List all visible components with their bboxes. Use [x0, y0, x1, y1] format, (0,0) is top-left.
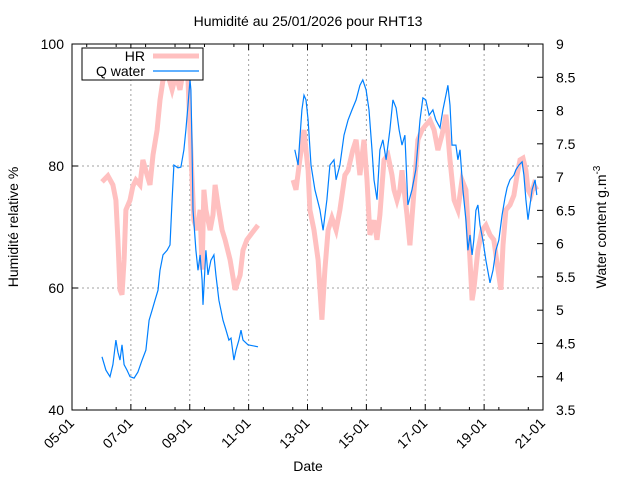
y-tick-label: 40 — [48, 402, 64, 418]
x-tick-label: 07-01 — [99, 415, 136, 452]
y2-axis-label-text: Water content g.m — [593, 175, 609, 289]
x-axis-label: Date — [293, 458, 323, 474]
legend-label-qwater: Q water — [96, 63, 145, 79]
y2-tick-label: 8 — [556, 103, 564, 119]
y2-tick-label: 6.5 — [556, 202, 576, 218]
y2-tick-label: 3.5 — [556, 402, 576, 418]
y2-axis-label-sup: -3 — [592, 165, 603, 174]
x-tick-label: 21-01 — [511, 415, 548, 452]
series-line-hr — [100, 59, 260, 296]
y-tick-label: 60 — [48, 280, 64, 296]
y2-axis-label: Water content g.m-3 — [592, 165, 609, 288]
y2-tick-label: 9 — [556, 36, 564, 52]
x-tick-label: 13-01 — [276, 415, 313, 452]
y2-tick-label: 5.5 — [556, 269, 576, 285]
series-line-q-water — [101, 79, 259, 379]
x-tick-label: 19-01 — [453, 415, 490, 452]
y2-tick-label: 4.5 — [556, 335, 576, 351]
y2-tick-label: 7 — [556, 169, 564, 185]
y2-tick-label: 6 — [556, 236, 564, 252]
series-layer — [100, 59, 539, 379]
series-line-q-water — [294, 78, 538, 284]
y2-tick-label: 4 — [556, 369, 564, 385]
y-tick-label: 100 — [41, 36, 65, 52]
y-axis-label: Humidité relative % — [5, 167, 21, 288]
legend: HR Q water — [81, 47, 204, 81]
x-tick-label: 17-01 — [394, 415, 431, 452]
x-tick-label: 15-01 — [335, 415, 372, 452]
grid — [72, 44, 543, 410]
x-tick-label: 05-01 — [40, 415, 77, 452]
x-tick-label: 09-01 — [158, 415, 195, 452]
x-tick-label: 11-01 — [218, 415, 254, 451]
legend-box — [81, 47, 204, 81]
y-tick-label: 80 — [48, 158, 64, 174]
legend-label-hr: HR — [125, 48, 145, 64]
y2-tick-label: 7.5 — [556, 136, 576, 152]
y2-tick-label: 8.5 — [556, 69, 576, 85]
y2-tick-label: 5 — [556, 302, 564, 318]
chart-title: Humidité au 25/01/2026 pour RHT13 — [194, 13, 423, 29]
series-line-hr — [290, 114, 539, 320]
